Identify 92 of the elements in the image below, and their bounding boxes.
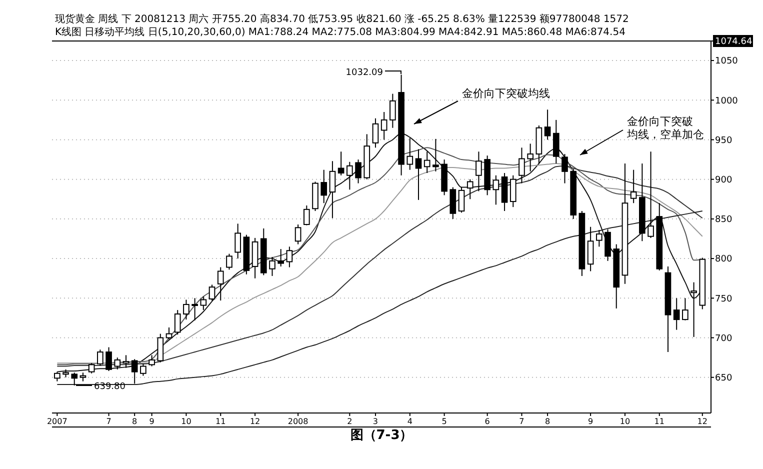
x-tick-label: 9: [588, 417, 594, 426]
candlestick: [54, 371, 60, 382]
candlestick: [552, 119, 560, 164]
annotation: 639.80: [94, 382, 126, 392]
candlestick: [596, 230, 602, 248]
x-tick-label: 9: [149, 417, 154, 426]
y-tick-label: 1050: [715, 56, 738, 67]
annotation: 金价向下突破均线: [462, 87, 550, 100]
text: 图（7-3）: [350, 428, 413, 443]
y-tick-label: 650: [715, 374, 732, 384]
x-tick-label: 3: [372, 417, 378, 426]
y-tick-label: 850: [715, 215, 732, 226]
candlestick: [346, 161, 353, 190]
x-tick-label: 5: [442, 417, 447, 426]
candlestick: [269, 256, 276, 276]
candlestick: [492, 174, 500, 206]
candlestick: [88, 362, 95, 374]
candlestick: [466, 178, 474, 200]
candlestick: [476, 151, 482, 192]
y-tick-label: 750: [715, 294, 732, 304]
x-tick-label: 12: [697, 417, 708, 426]
x-tick-label: 8: [544, 417, 550, 426]
y-tick-label: 700: [715, 334, 732, 344]
candlestick: [518, 147, 525, 184]
candlestick: [97, 349, 104, 366]
candlestick: [303, 204, 310, 226]
candlestick: [424, 151, 430, 174]
chart-subtitle: K线图 日移动平均线 日(5,10,20,30,60,0) MA1:788.24 MA2:775.08 MA3:804.99 MA4:842.91 MA5:860.48 MA6:874.54: [55, 26, 626, 38]
candlestick: [140, 363, 146, 376]
candlestick: [338, 151, 344, 176]
x-tick-label: 10: [620, 417, 630, 426]
candlestick: [690, 282, 697, 338]
candlestick: [415, 148, 422, 200]
x-tick-label: 4: [407, 417, 412, 426]
candlestick: [630, 169, 637, 204]
candlestick: [122, 354, 130, 368]
x-tick-label: 8: [132, 417, 138, 426]
candlestick: [458, 186, 465, 214]
x-tick-label: 10: [181, 417, 192, 426]
candlestick: [192, 298, 198, 321]
candlestick: [234, 223, 241, 260]
candlestick: [544, 109, 551, 140]
x-tick-label: 11: [654, 417, 664, 426]
chart-title: 现货黄金 周线 下 20081213 周六 开755.20 高834.70 低753.95 收821.60 涨 -65.25 8.63% 量122539 额97780048 1572: [55, 13, 629, 25]
candlestick: [148, 354, 155, 367]
annotation: 1032.09: [346, 68, 384, 78]
candlestick: [217, 266, 224, 302]
candlestick: [208, 284, 216, 302]
candlestick: [286, 246, 293, 268]
candlestick: [562, 153, 568, 184]
candlestick: [131, 358, 138, 384]
x-tick-label: 12: [250, 417, 260, 426]
candlestick: [157, 333, 164, 363]
candlestick: [71, 372, 78, 386]
x-tick-label: 7: [106, 417, 112, 426]
candlestick: [372, 118, 379, 148]
candlestick: [450, 186, 456, 220]
y-tick-label: 800: [715, 254, 732, 265]
candlestick: [390, 93, 396, 128]
x-tick-label: 2008: [288, 417, 308, 426]
candlestick: [604, 228, 611, 262]
y-tick-label: 1000: [715, 96, 738, 106]
candlestick: [166, 326, 172, 340]
y-tick-label: 900: [715, 175, 732, 186]
x-tick-label: 2: [347, 417, 352, 426]
candlestick: [200, 296, 207, 311]
annotation: 金价向下突破均线，空单加仓: [626, 115, 704, 141]
candlestick: [432, 138, 439, 172]
y-tick-label: 950: [715, 136, 732, 146]
candlestick: [406, 138, 414, 170]
candlestick: [682, 298, 688, 321]
candlestick: [294, 224, 302, 245]
candlestick: [114, 357, 121, 370]
candlestick: [673, 298, 680, 330]
candlestick: [510, 174, 516, 208]
candlestick: [355, 159, 362, 184]
candlestick: [278, 248, 284, 267]
candlestick: [174, 310, 181, 336]
candlestick: [320, 169, 328, 204]
candlestick: [226, 253, 232, 270]
x-tick-label: 11: [216, 417, 226, 426]
candlestick: [329, 160, 336, 219]
candlestick: [106, 346, 112, 372]
x-tick-label: 7: [519, 417, 524, 426]
y-tick-label: 1074.64: [715, 37, 752, 48]
x-tick-label: 2007: [46, 417, 68, 426]
candlestick: [648, 151, 654, 238]
candlestick: [380, 112, 388, 140]
candlestick: [183, 299, 190, 320]
x-tick-label: 6: [484, 417, 490, 426]
candlestick: [587, 226, 594, 272]
candlestick: [527, 143, 534, 172]
